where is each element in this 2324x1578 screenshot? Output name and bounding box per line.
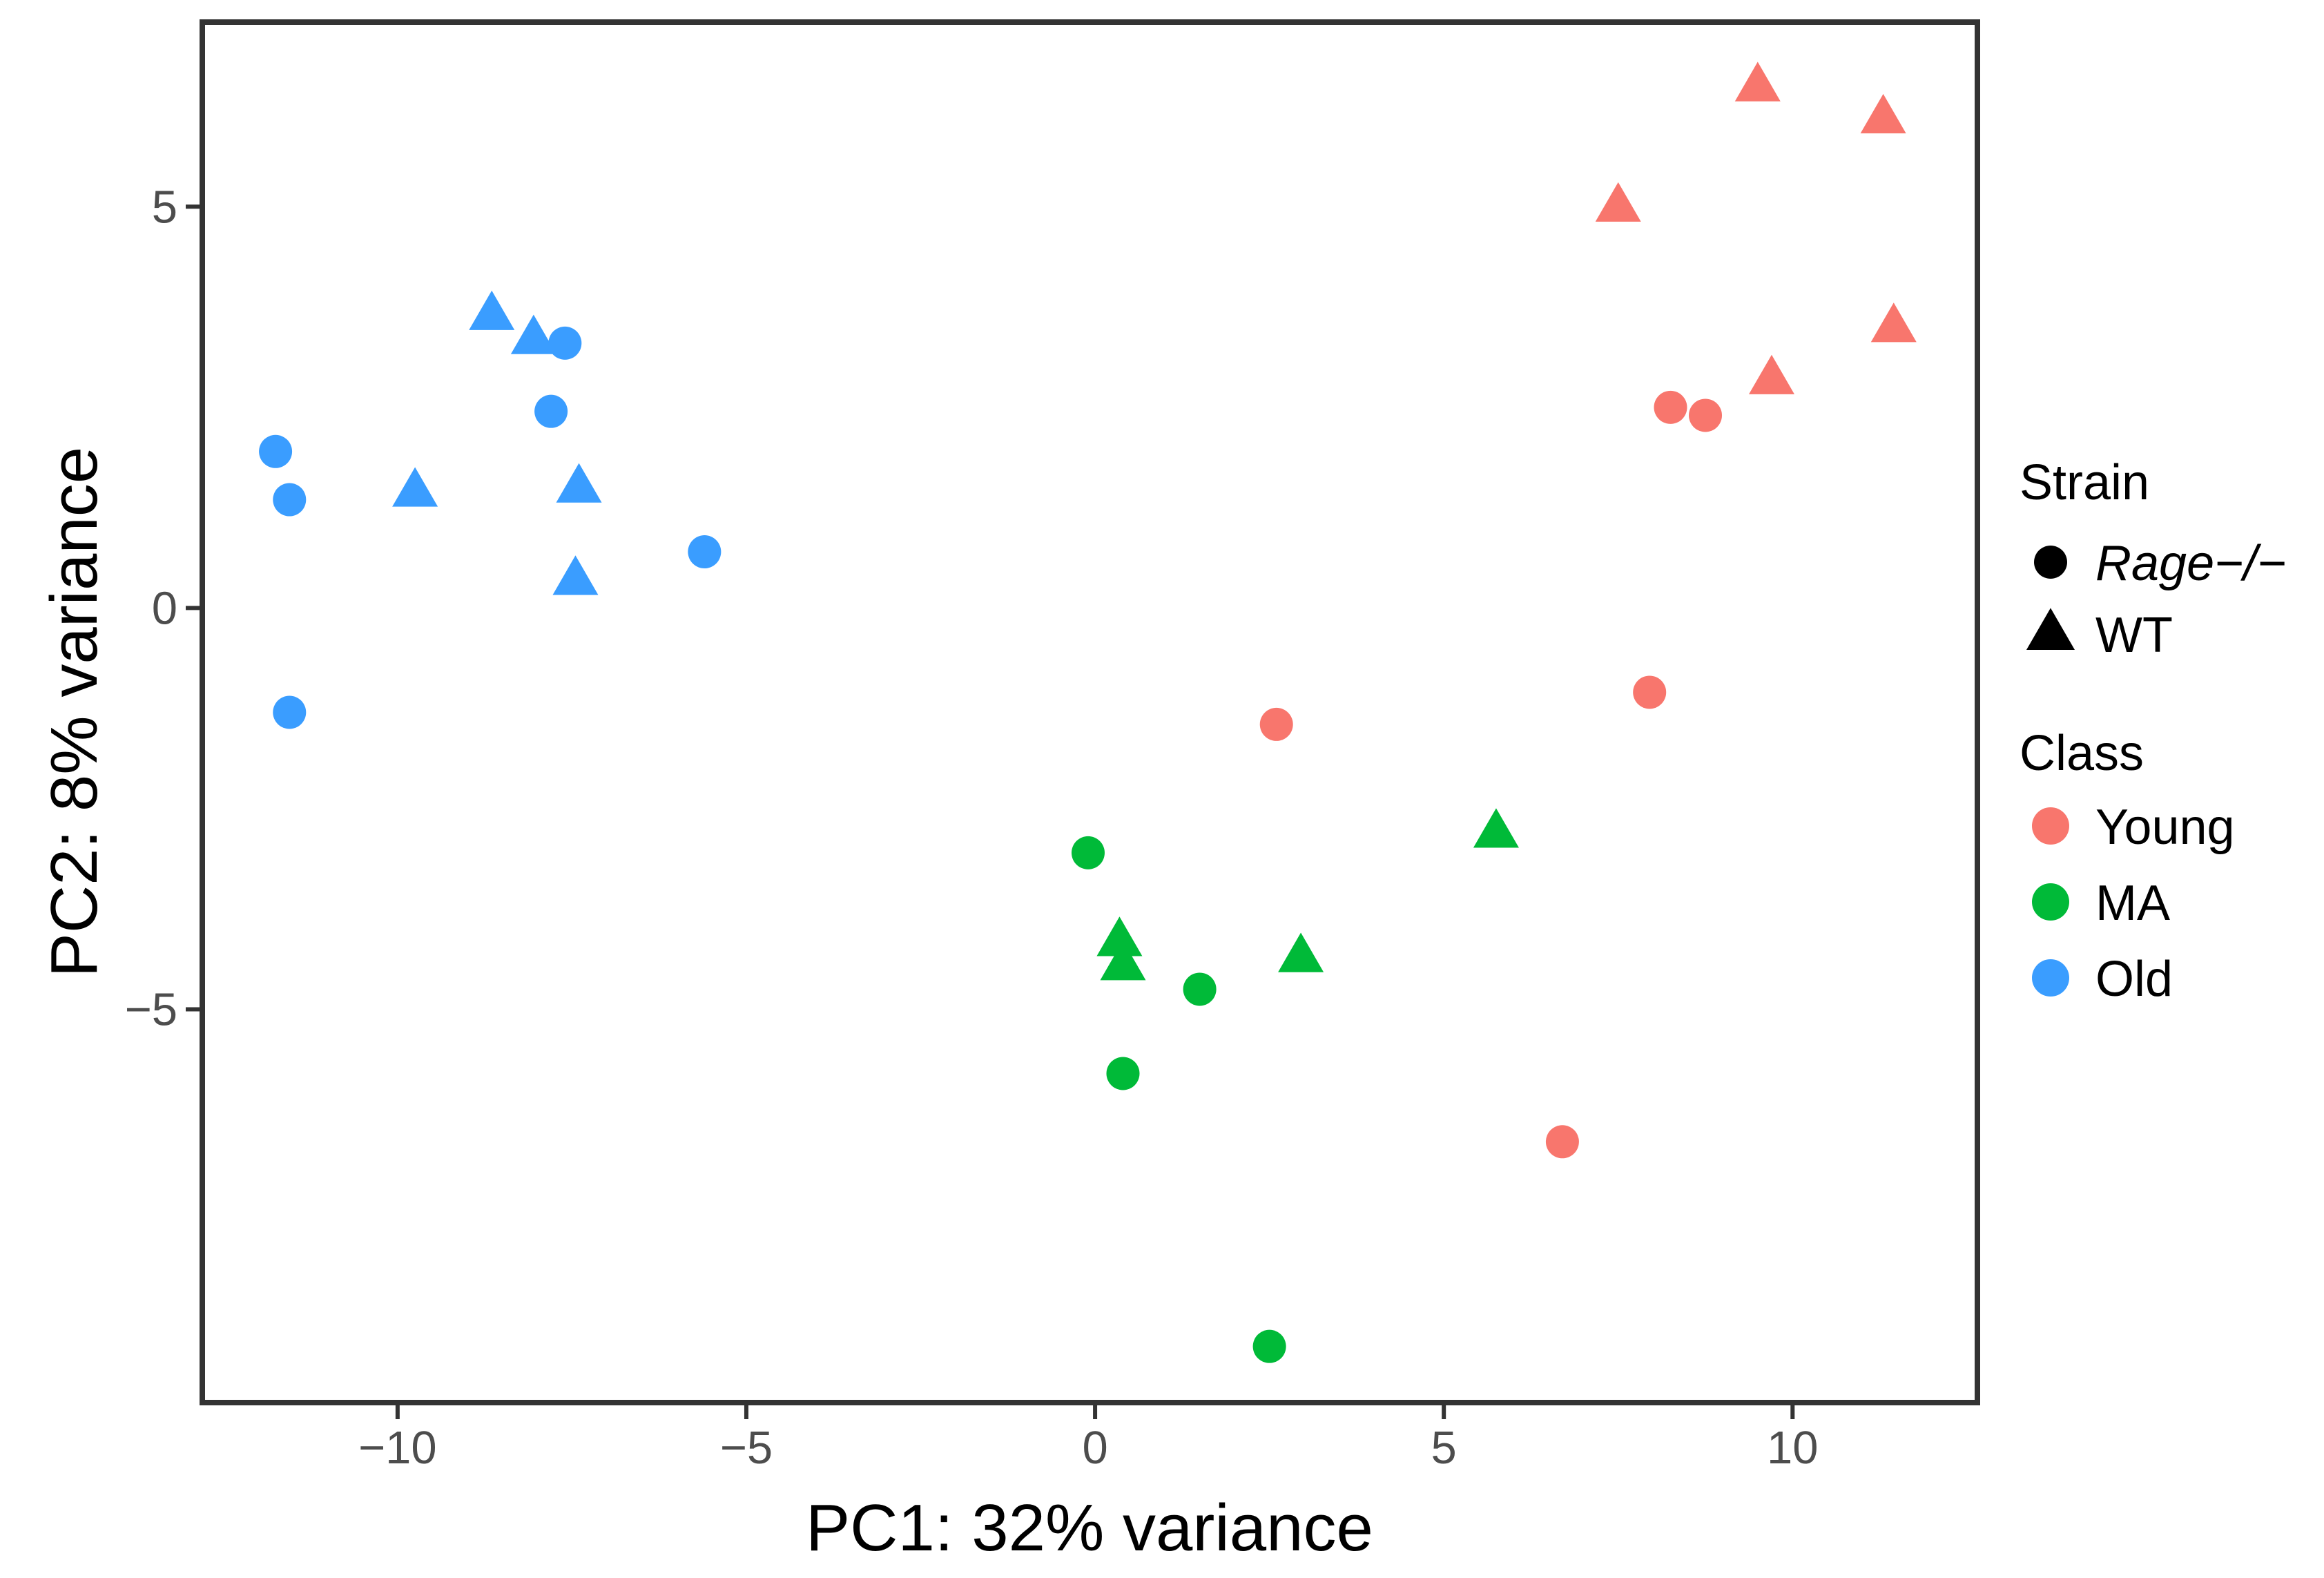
legend-class-title: Class	[2020, 726, 2144, 781]
y-tick-label: 5	[152, 181, 177, 233]
series-young-rage-ko	[1259, 390, 1723, 1159]
x-tick-label: −5	[720, 1422, 773, 1474]
y-tick-label: 0	[152, 582, 177, 634]
x-axis-title: PC1: 32% variance	[806, 1491, 1373, 1565]
legend-circle-icon	[2034, 546, 2067, 579]
x-axis: −10 −5 0 5 10	[358, 1405, 1819, 1474]
legend-color-swatch	[2032, 959, 2069, 997]
legend-strain-items: Rage−/− WT	[2026, 536, 2286, 663]
legend-class-item: MA	[2032, 876, 2170, 931]
data-point-circle	[1545, 1125, 1579, 1159]
y-axis: −5 0 5	[125, 181, 200, 1036]
x-tick-label: −10	[358, 1422, 437, 1474]
data-point-circle	[1689, 398, 1723, 432]
series-ma-wt	[1096, 808, 1519, 981]
data-point-circle	[273, 483, 307, 517]
legend-strain-item: WT	[2026, 608, 2173, 663]
data-point-circle	[1071, 836, 1105, 869]
data-point-circle	[1633, 675, 1667, 709]
data-point-triangle	[1100, 941, 1146, 981]
data-point-triangle	[469, 290, 515, 330]
data-point-triangle	[1734, 61, 1781, 102]
data-point-triangle	[552, 555, 599, 595]
data-point-circle	[534, 394, 568, 428]
data-point-triangle	[1860, 94, 1906, 134]
data-point-triangle	[1096, 916, 1143, 956]
series-old-rage-ko	[259, 326, 722, 729]
data-point-circle	[1252, 1329, 1286, 1363]
legend-class-label: Old	[2095, 952, 2173, 1007]
plot-panel	[200, 19, 1980, 1405]
data-point-circle	[273, 695, 307, 729]
legend-triangle-icon	[2026, 608, 2075, 651]
series-young-wt	[1595, 61, 1917, 394]
data-point-circle	[1654, 390, 1687, 424]
legend-class-item: Young	[2032, 800, 2235, 855]
y-tick-label: −5	[125, 984, 177, 1036]
legend-strain-label: WT	[2095, 608, 2173, 663]
legend-strain-item: Rage−/−	[2034, 536, 2286, 591]
x-tick-label: 0	[1082, 1422, 1107, 1474]
data-point-circle	[548, 326, 582, 360]
legend-strain-title: Strain	[2020, 455, 2149, 510]
x-tick-label: 5	[1431, 1422, 1457, 1474]
data-point-triangle	[1595, 182, 1641, 222]
data-point-triangle	[1748, 354, 1794, 394]
legend-strain-label: Rage−/−	[2095, 536, 2286, 591]
data-point-triangle	[510, 314, 556, 354]
legend-color-swatch	[2032, 883, 2069, 921]
y-axis-title: PC2: 8% variance	[37, 447, 111, 977]
data-point-circle	[259, 434, 293, 468]
legend: Strain Rage−/− WT Class Young MA Old	[2020, 455, 2286, 1007]
series-old-wt	[392, 290, 602, 595]
data-point-circle	[1183, 972, 1217, 1006]
legend-color-swatch	[2032, 807, 2069, 845]
x-tick-label: 10	[1767, 1422, 1819, 1474]
data-point-triangle	[1473, 808, 1519, 848]
data-point-triangle	[1278, 932, 1324, 972]
data-point-triangle	[556, 463, 602, 503]
legend-class-label: Young	[2095, 800, 2235, 855]
legend-class-items: Young MA Old	[2032, 800, 2235, 1007]
data-point-circle	[1259, 707, 1293, 741]
data-point-circle	[688, 535, 722, 569]
legend-class-label: MA	[2095, 876, 2170, 931]
series-ma-rage-ko	[1071, 836, 1286, 1363]
data-point-triangle	[392, 467, 438, 507]
legend-class-item: Old	[2032, 952, 2173, 1007]
points-layer	[259, 61, 1917, 1363]
data-point-circle	[1106, 1057, 1140, 1090]
data-point-triangle	[1870, 302, 1917, 343]
